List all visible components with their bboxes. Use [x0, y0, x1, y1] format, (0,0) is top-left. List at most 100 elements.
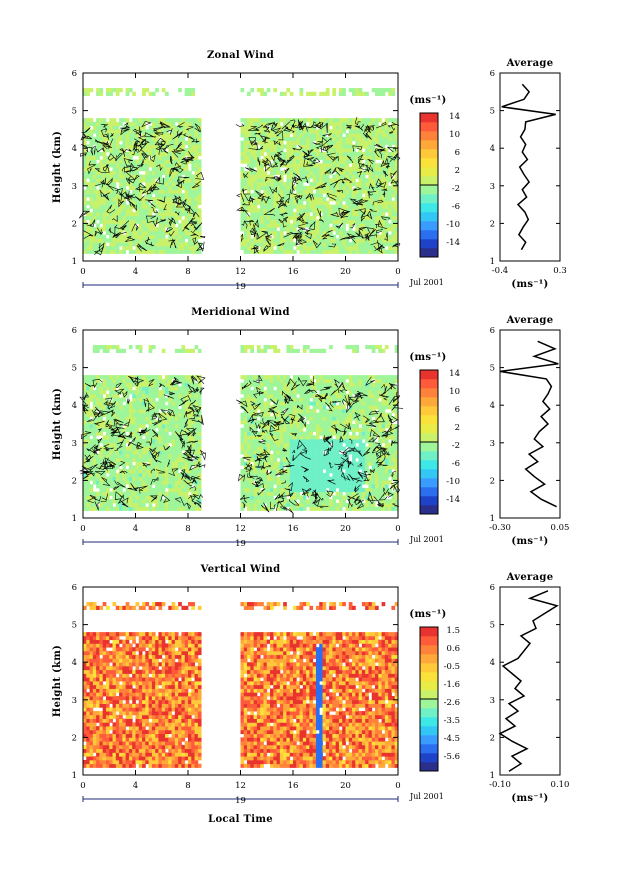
y-axis-label: Height (km) — [52, 388, 63, 460]
colorbar-swatch — [420, 487, 438, 497]
x-tick-label: 16 — [288, 524, 299, 534]
colorbar-swatch — [420, 122, 438, 132]
average-frame — [499, 329, 561, 519]
colorbar-tick-label: 10 — [449, 130, 460, 140]
average-y-tick-label: 1 — [490, 771, 495, 781]
average-y-tick-label: 5 — [490, 364, 495, 374]
average-y-tick-label: 2 — [490, 219, 495, 229]
average-y-tick-label: 2 — [490, 476, 495, 486]
x-tick-label: 20 — [340, 524, 351, 534]
colorbar-tick-label: -2 — [452, 441, 460, 451]
colorbar-swatch — [420, 158, 438, 168]
average-x-label: (ms⁻¹) — [511, 279, 548, 290]
panel-title: Zonal Wind — [207, 50, 274, 61]
colorbar-swatch — [420, 167, 438, 177]
average-x-tick-label: -0.4 — [492, 266, 508, 276]
x-tick-label: 16 — [288, 267, 299, 277]
colorbar-swatch — [420, 636, 438, 646]
average-frame — [499, 586, 561, 776]
date-day-label: 19 — [235, 539, 246, 549]
colorbar-tick-label: -3.5 — [444, 716, 460, 726]
colorbar-tick-label: 14 — [449, 112, 460, 122]
y-tick-label: 1 — [72, 257, 77, 267]
x-tick-label: 4 — [133, 267, 138, 277]
average-y-tick-label: 1 — [490, 257, 495, 267]
colorbar-tick-label: 1.5 — [446, 626, 460, 636]
x-tick-label: 4 — [133, 781, 138, 791]
y-tick-label: 1 — [72, 514, 77, 524]
x-tick-label: 12 — [235, 781, 246, 791]
y-tick-label: 6 — [72, 326, 77, 336]
average-y-tick-label: 4 — [490, 401, 495, 411]
colorbar-swatch — [420, 221, 438, 231]
colorbar-unit: (ms⁻¹) — [409, 95, 446, 106]
colorbar-swatch — [420, 239, 438, 249]
average-profile-line — [499, 340, 559, 508]
colorbar-tick-label: 10 — [449, 387, 460, 397]
y-tick-label: 4 — [72, 401, 77, 411]
colorbar-swatch — [420, 645, 438, 655]
date-month-label: Jul 2001 — [409, 792, 444, 801]
y-tick-label: 5 — [72, 107, 77, 117]
average-profile-line — [498, 590, 559, 772]
contour-lines — [78, 116, 401, 256]
colorbar-tick-label: -6 — [452, 202, 460, 212]
colorbar-tick-label: 14 — [449, 369, 460, 379]
colorbar-unit: (ms⁻¹) — [409, 609, 446, 620]
heatmap-field — [83, 602, 399, 768]
average-x-tick-label: 0.3 — [553, 266, 567, 276]
colorbar-swatch — [420, 185, 438, 195]
date-day-label: 19 — [235, 282, 246, 292]
x-tick-label: 20 — [340, 781, 351, 791]
colorbar-swatch — [420, 149, 438, 159]
colorbar-swatch — [420, 717, 438, 727]
y-tick-label: 3 — [72, 182, 77, 192]
y-tick-label: 4 — [72, 144, 77, 154]
average-y-tick-label: 5 — [490, 107, 495, 117]
x-tick-label: 0 — [395, 524, 400, 534]
colorbar-swatch — [420, 690, 438, 700]
x-tick-label: 20 — [340, 267, 351, 277]
colorbar-tick-label: -10 — [446, 477, 460, 487]
colorbar-swatch — [420, 397, 438, 407]
average-y-tick-label: 1 — [490, 514, 495, 524]
x-axis-label: Local Time — [208, 814, 273, 825]
y-tick-label: 3 — [72, 439, 77, 449]
colorbar-swatch — [420, 505, 438, 515]
colorbar-swatch — [420, 388, 438, 398]
colorbar-swatch — [420, 469, 438, 479]
x-tick-label: 16 — [288, 781, 299, 791]
colorbar-tick-label: -14 — [446, 238, 460, 248]
colorbar-tick-label: 6 — [455, 405, 460, 415]
y-tick-label: 1 — [72, 771, 77, 781]
colorbar-swatch — [420, 744, 438, 754]
average-title: Average — [506, 58, 554, 69]
colorbar-swatch — [420, 663, 438, 673]
colorbar-swatch — [420, 654, 438, 664]
average-y-tick-label: 6 — [490, 326, 495, 336]
average-y-tick-label: 3 — [490, 439, 495, 449]
average-frame — [499, 72, 561, 262]
average-y-tick-label: 5 — [490, 621, 495, 631]
average-x-tick-label: -0.30 — [489, 523, 511, 533]
x-tick-label: 0 — [395, 267, 400, 277]
colorbar-swatch — [420, 708, 438, 718]
colorbar-swatch — [420, 406, 438, 416]
colorbar-swatch — [420, 203, 438, 213]
colorbar-tick-label: -14 — [446, 495, 460, 505]
colorbar-swatch — [420, 496, 438, 506]
y-tick-label: 6 — [72, 583, 77, 593]
x-tick-label: 0 — [80, 267, 85, 277]
x-tick-label: 12 — [235, 267, 246, 277]
x-tick-label: 0 — [80, 781, 85, 791]
colorbar-swatch — [420, 762, 438, 772]
y-tick-label: 2 — [72, 733, 77, 743]
colorbar-swatch — [420, 140, 438, 150]
y-tick-label: 4 — [72, 658, 77, 668]
x-tick-label: 8 — [185, 267, 190, 277]
colorbar-swatch — [420, 370, 438, 380]
colorbar-tick-label: -10 — [446, 220, 460, 230]
